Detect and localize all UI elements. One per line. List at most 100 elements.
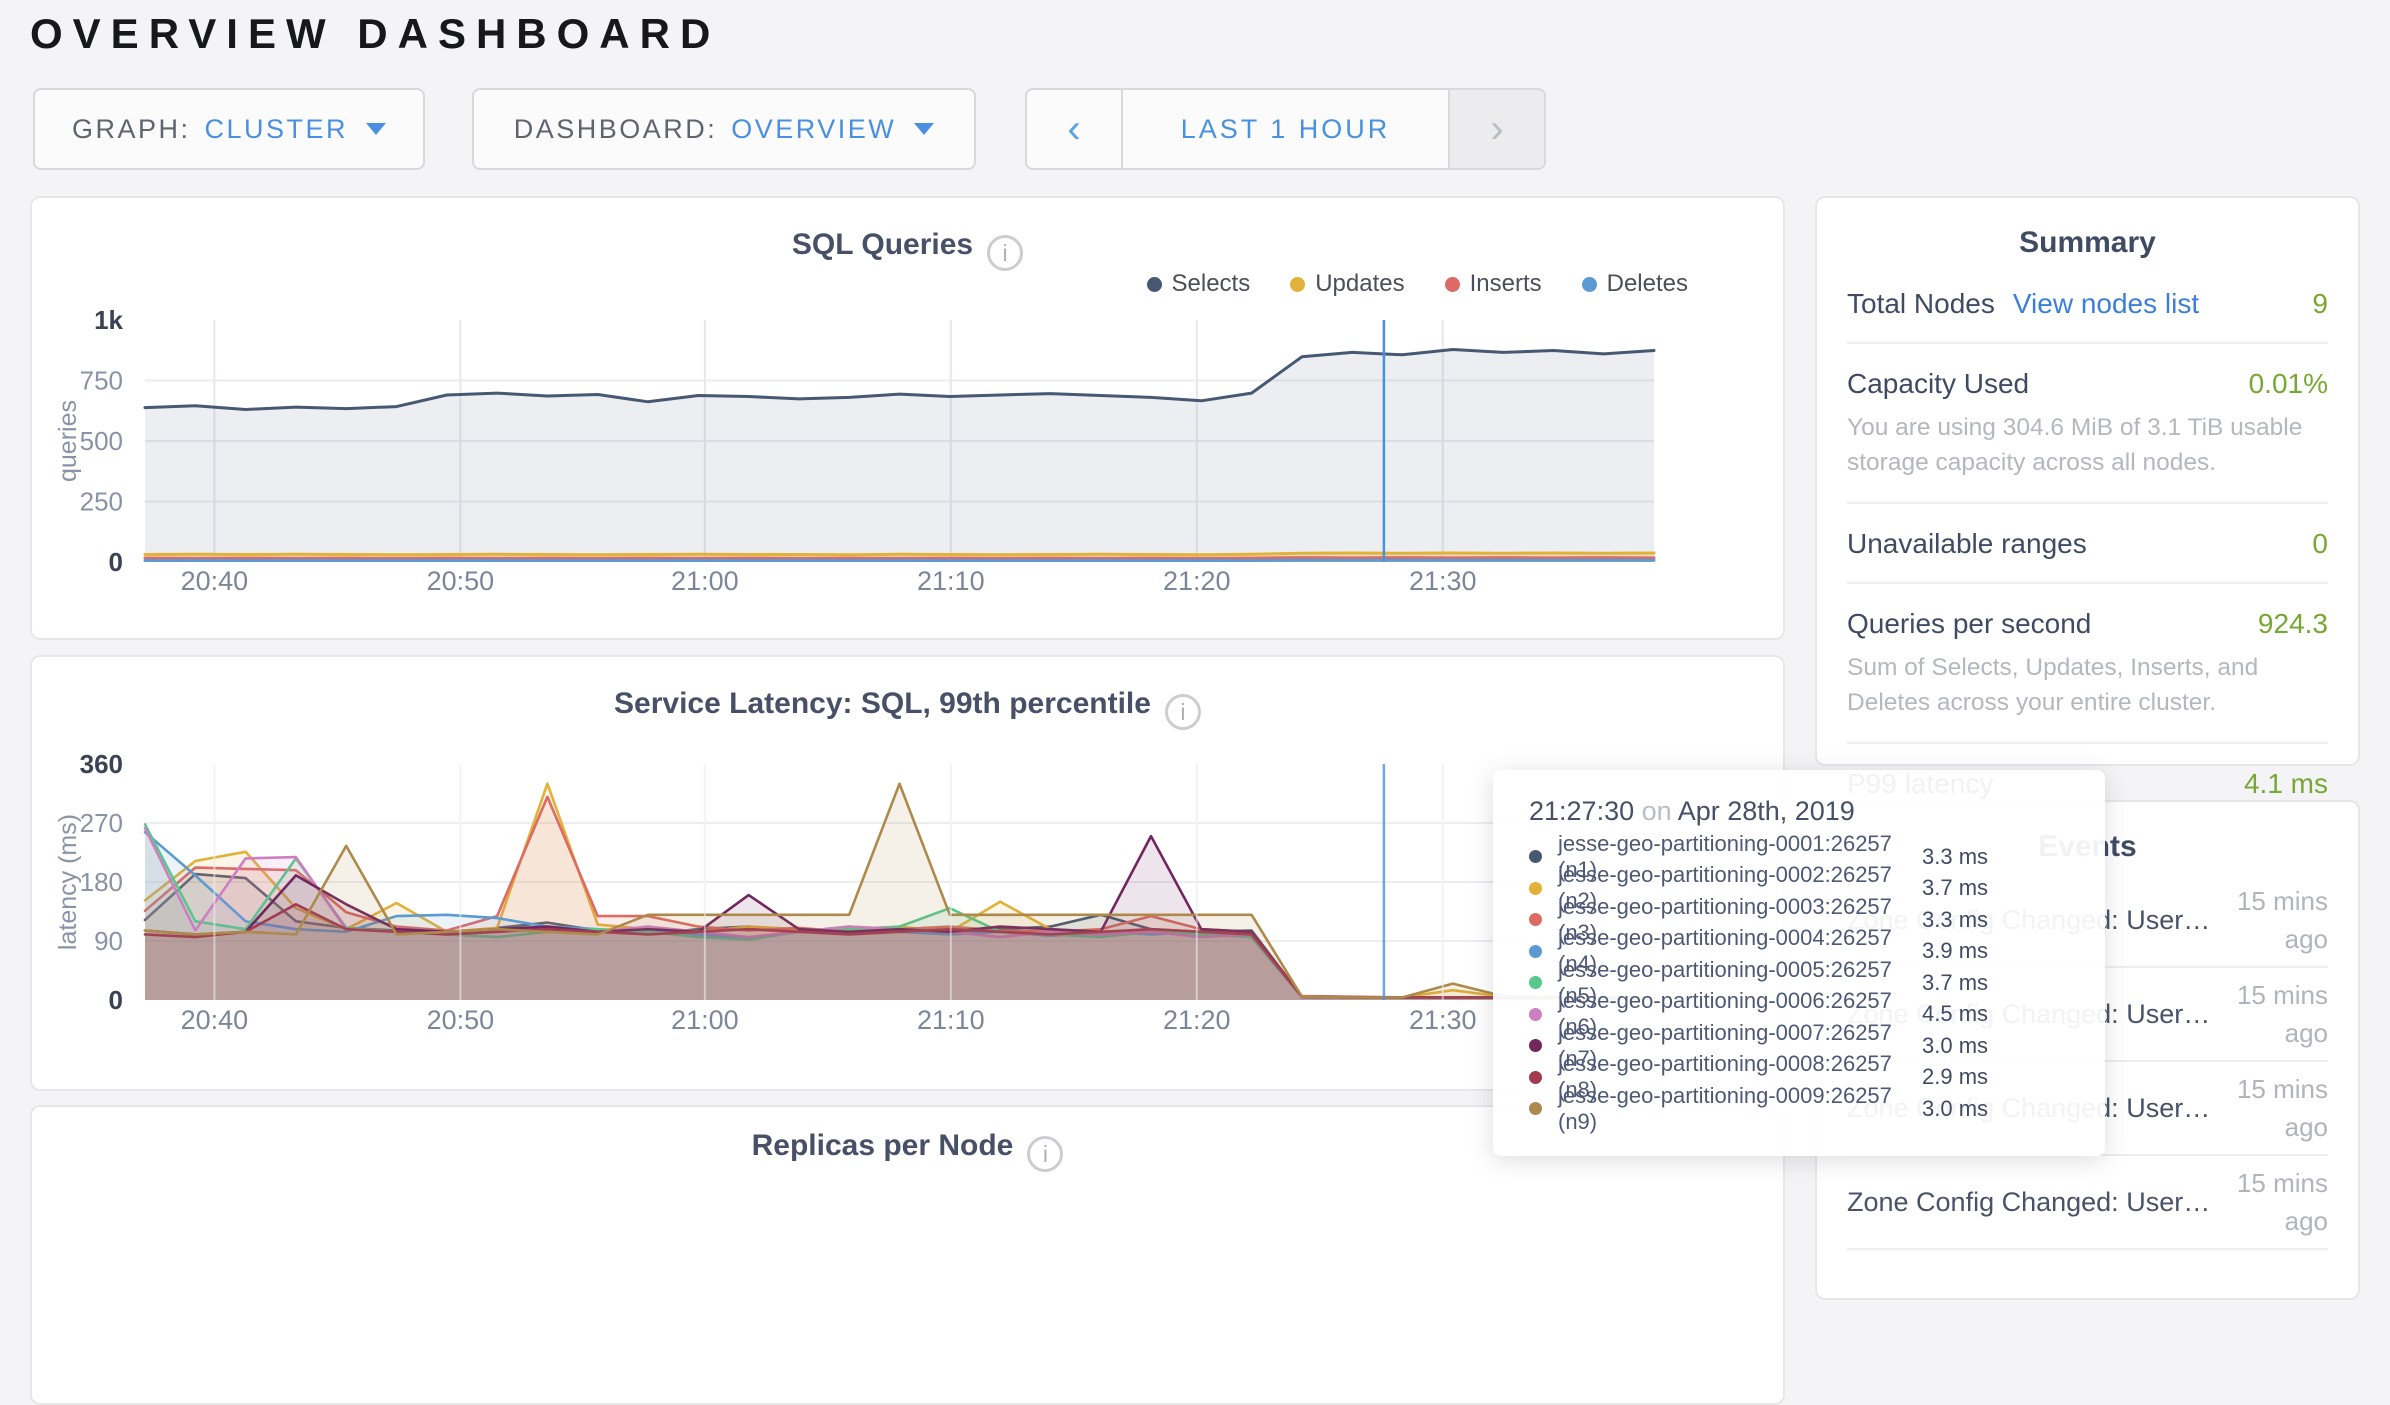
tooltip-node-name: jesse-geo-partitioning-0007:26257 (n7) <box>1558 1019 1892 1071</box>
summary-row: Unavailable ranges 0 <box>1847 504 2328 584</box>
svg-text:750: 750 <box>80 366 123 396</box>
summary-row-subtext: You are using 304.6 MiB of 3.1 TiB usabl… <box>1847 414 2303 476</box>
svg-text:21:00: 21:00 <box>671 1005 739 1035</box>
legend-dot <box>1444 276 1460 292</box>
tooltip-node-name: jesse-geo-partitioning-0005:26257 (n5) <box>1558 956 1892 1008</box>
event-time: 15 mins ago <box>2236 1074 2328 1142</box>
series-color-dot <box>1529 913 1542 927</box>
chart-title-replicas-per-node: Replicas per Node i <box>32 1129 1783 1172</box>
summary-row-label: Total Nodes <box>1847 288 1995 319</box>
svg-text:21:10: 21:10 <box>917 1005 985 1035</box>
tooltip-node-value: 3.3 ms <box>1922 843 1989 869</box>
summary-row: Capacity Used 0.01% You are using 304.6 Mi… <box>1847 344 2328 504</box>
tooltip-node-value: 3.0 ms <box>1922 1095 1989 1121</box>
tooltip-node-value: 3.0 ms <box>1922 1032 1989 1058</box>
chevron-right-icon: › <box>1490 106 1504 151</box>
graph-dropdown-label: GRAPH: <box>71 113 191 144</box>
tooltip-row: jesse-geo-partitioning-0008:26257 (n8) 2.… <box>1529 1051 2105 1102</box>
svg-text:21:10: 21:10 <box>917 566 985 596</box>
summary-rows: Total Nodes View nodes list 9 Capacity Used… <box>1817 260 2358 822</box>
svg-text:queries: queries <box>54 400 82 482</box>
legend-dot <box>1146 276 1162 292</box>
series-color-dot <box>1529 850 1542 864</box>
time-range-label[interactable]: LAST 1 HOUR <box>1121 90 1450 168</box>
tooltip-node-name: jesse-geo-partitioning-0009:26257 (n9) <box>1558 1082 1892 1134</box>
tooltip-node-value: 3.7 ms <box>1922 875 1989 901</box>
legend-dot <box>1581 276 1597 292</box>
event-time: 15 mins ago <box>2236 886 2328 954</box>
svg-text:20:40: 20:40 <box>181 1005 249 1035</box>
tooltip-header: 21:27:30 on Apr 28th, 2019 <box>1529 796 1855 826</box>
summary-row-label: Capacity Used <box>1847 368 2030 399</box>
chevron-down-icon <box>366 123 387 135</box>
tooltip-row: jesse-geo-partitioning-0009:26257 (n9) 3.… <box>1529 1083 2105 1134</box>
tooltip-row: jesse-geo-partitioning-0001:26257 (n1) 3.… <box>1529 831 2105 882</box>
svg-text:0: 0 <box>109 985 123 1015</box>
series-color-dot <box>1529 1070 1542 1084</box>
time-range-prev-button[interactable]: ‹ <box>1027 90 1121 168</box>
dashboard-dropdown-value: OVERVIEW <box>731 113 897 144</box>
event-row[interactable]: Zone Config Changed: User… 15 mins ago <box>1847 1156 2328 1250</box>
svg-text:21:30: 21:30 <box>1409 1005 1477 1035</box>
series-color-dot <box>1529 976 1542 990</box>
svg-text:360: 360 <box>80 749 123 779</box>
legend-label: Deletes <box>1606 270 1688 297</box>
tooltip-node-name: jesse-geo-partitioning-0003:26257 (n3) <box>1558 893 1892 945</box>
series-color-dot <box>1529 1102 1542 1116</box>
svg-text:20:40: 20:40 <box>181 566 249 596</box>
svg-text:1k: 1k <box>94 305 123 335</box>
legend-label: Inserts <box>1469 270 1542 297</box>
tooltip-node-name: jesse-geo-partitioning-0002:26257 (n2) <box>1558 862 1892 914</box>
svg-text:20:50: 20:50 <box>427 566 495 596</box>
legend-item-selects[interactable]: Selects <box>1146 270 1250 298</box>
summary-row-value: 0 <box>2312 528 2328 559</box>
summary-row-value: 4.1 ms <box>2243 768 2328 799</box>
series-color-dot <box>1529 1039 1542 1053</box>
graph-dropdown[interactable]: GRAPH: CLUSTER <box>33 88 425 170</box>
info-icon[interactable]: i <box>1027 1136 1064 1172</box>
svg-text:latency (ms): latency (ms) <box>54 814 82 950</box>
service-latency-chart[interactable]: 0 90 180 270 360 20:40 20:50 21:00 21:10 21:20 21:… <box>32 657 1787 1093</box>
chart-title-sql-queries: SQL Queries i <box>32 228 1783 271</box>
summary-panel: Summary Total Nodes View nodes list 9 Capac… <box>1815 196 2360 799</box>
page-title: OVERVIEW DASHBOARD <box>30 10 721 57</box>
summary-row-label: Queries per second <box>1847 608 2092 639</box>
summary-row-value: 9 <box>2312 288 2328 319</box>
svg-text:180: 180 <box>80 867 123 897</box>
series-color-dot <box>1529 881 1542 895</box>
svg-text:0: 0 <box>109 547 123 577</box>
legend-item-deletes[interactable]: Deletes <box>1581 270 1688 298</box>
tooltip-node-name: jesse-geo-partitioning-0006:26257 (n6) <box>1558 988 1892 1040</box>
tooltip-node-value: 3.7 ms <box>1922 969 1989 995</box>
svg-text:21:00: 21:00 <box>671 566 739 596</box>
legend-item-inserts[interactable]: Inserts <box>1444 270 1542 298</box>
svg-text:21:20: 21:20 <box>1163 1005 1231 1035</box>
tooltip-node-name: jesse-geo-partitioning-0004:26257 (n4) <box>1558 925 1892 977</box>
svg-text:270: 270 <box>80 808 123 838</box>
chevron-down-icon <box>914 123 935 135</box>
tooltip-row: jesse-geo-partitioning-0002:26257 (n2) 3.… <box>1529 862 2105 913</box>
legend-dot <box>1290 276 1306 292</box>
chart-panel-service-latency: Service Latency: SQL, 99th percentile i 0… <box>30 655 1785 1091</box>
summary-row: Queries per second 924.3 Sum of Selects, U… <box>1847 584 2328 744</box>
info-icon[interactable]: i <box>987 235 1024 271</box>
view-nodes-link[interactable]: View nodes list <box>2012 288 2200 319</box>
svg-text:90: 90 <box>94 926 123 956</box>
time-range-next-button[interactable]: › <box>1450 90 1544 168</box>
summary-row-subtext: Sum of Selects, Updates, Inserts, and De… <box>1847 654 2259 716</box>
svg-text:21:20: 21:20 <box>1163 566 1231 596</box>
sql-queries-chart[interactable]: 0 250 500 750 1k 20:40 20:50 21:00 21:10 21:20 21:… <box>32 198 1787 642</box>
svg-text:21:30: 21:30 <box>1409 566 1477 596</box>
summary-row-label: Unavailable ranges <box>1847 528 2087 559</box>
legend-item-updates[interactable]: Updates <box>1290 270 1405 298</box>
tooltip-row: jesse-geo-partitioning-0007:26257 (n7) 3.… <box>1529 1020 2105 1071</box>
tooltip-node-value: 4.5 ms <box>1922 1001 1989 1027</box>
chart-title-service-latency: Service Latency: SQL, 99th percentile i <box>32 687 1783 730</box>
dashboard-dropdown-label: DASHBOARD: <box>513 113 718 144</box>
event-time: 15 mins ago <box>2236 980 2328 1048</box>
tooltip-row: jesse-geo-partitioning-0004:26257 (n4) 3.… <box>1529 925 2105 976</box>
svg-text:250: 250 <box>80 487 123 517</box>
dashboard-dropdown[interactable]: DASHBOARD: OVERVIEW <box>472 88 976 170</box>
graph-dropdown-value: CLUSTER <box>204 113 349 144</box>
info-icon[interactable]: i <box>1164 694 1201 730</box>
